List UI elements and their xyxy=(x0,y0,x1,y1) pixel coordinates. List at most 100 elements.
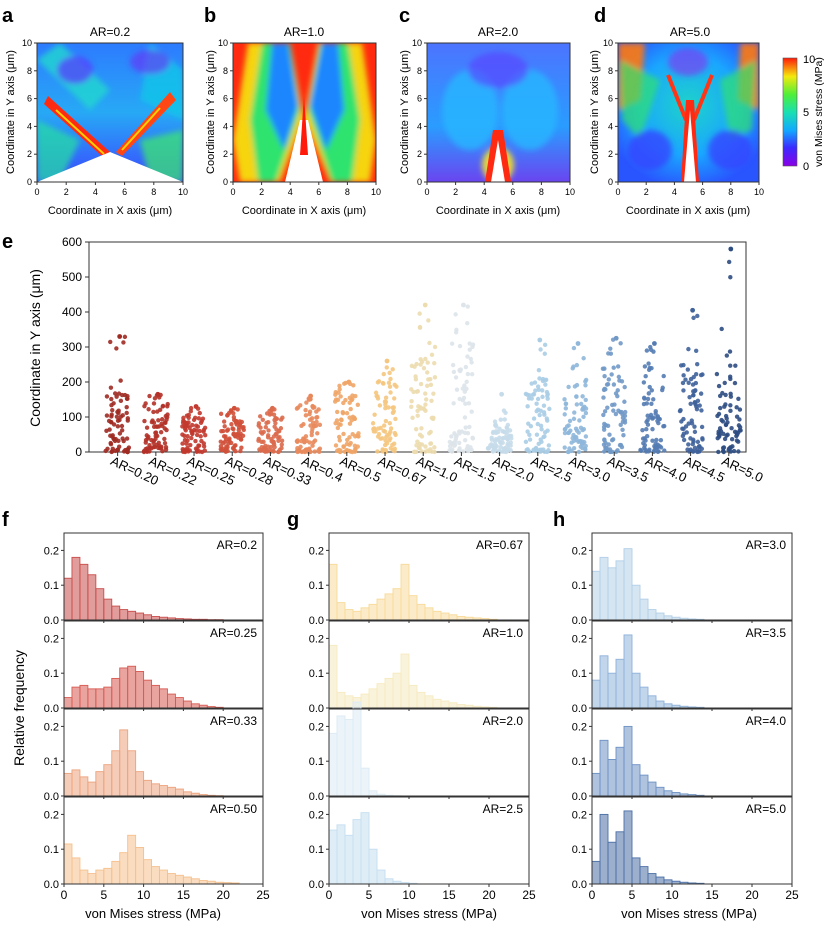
scatter-point xyxy=(304,400,309,405)
scatter-point xyxy=(347,435,352,440)
scatter-point xyxy=(103,448,108,454)
scatter-point xyxy=(190,431,195,437)
scatter-point xyxy=(644,401,650,406)
scatter-point xyxy=(566,384,571,390)
hist-ytick-label: 0.1 xyxy=(572,580,587,592)
hist-bar xyxy=(623,548,633,621)
scatter-point xyxy=(239,445,244,450)
scatter-point-max xyxy=(422,302,428,308)
panel-e: e Coordinate in Y axis (μm) 0 100 200 300 40… xyxy=(2,231,766,488)
hist-ytick-label: 0.2 xyxy=(572,545,587,557)
scatter-point xyxy=(538,437,543,442)
hist-bar xyxy=(151,866,160,885)
scatter-point xyxy=(562,445,567,450)
hist-bar xyxy=(344,834,354,885)
scatter-point xyxy=(110,434,115,439)
hist-bar xyxy=(182,791,192,797)
scatter-point xyxy=(638,448,644,454)
scatter-point xyxy=(124,404,129,410)
map-xtick-label-c: 8 xyxy=(539,187,544,197)
scatter-point xyxy=(392,430,398,436)
map-xlabel-c: Coordinate in X axis (μm) xyxy=(436,205,560,217)
scatter-point xyxy=(375,426,381,431)
scatter-point xyxy=(543,382,548,387)
scatter-point xyxy=(114,414,120,419)
hist-bar xyxy=(655,876,665,885)
hist-xtick-label: 15 xyxy=(177,888,191,902)
hist-bar xyxy=(103,598,113,621)
scatter-point xyxy=(119,428,125,433)
hist-xlabel-g: von Mises stress (MPa) xyxy=(361,906,497,921)
hist-bar xyxy=(424,695,434,709)
scatter-point xyxy=(163,444,169,450)
scatter-point xyxy=(453,312,458,317)
scatter-point xyxy=(268,449,274,454)
hist-bar xyxy=(159,869,168,885)
map-ytick-label-d: 10 xyxy=(603,38,613,48)
map-ylabel-d: Coordinate in Y axis (μm) xyxy=(589,50,601,174)
hist-bar xyxy=(440,700,450,709)
scatter-point xyxy=(151,424,157,430)
scatter-point xyxy=(188,409,194,414)
scatter-point xyxy=(653,441,658,446)
scatter-point xyxy=(125,447,130,453)
hist-ytick-label: 0.0 xyxy=(572,703,587,715)
scatter-point xyxy=(656,449,661,454)
scatter-point xyxy=(697,403,702,408)
scatter-point xyxy=(697,443,702,449)
scatter-point xyxy=(601,395,606,400)
scatter-point xyxy=(721,449,726,454)
scatter-point xyxy=(497,449,502,455)
map-xtick-label-b: 2 xyxy=(259,187,264,197)
scatter-point xyxy=(700,436,705,441)
scatter-point xyxy=(728,403,733,408)
hist-bar xyxy=(159,688,168,709)
hist-ytick-label: 0.1 xyxy=(572,756,587,768)
scatter-point xyxy=(738,428,743,433)
map-ytick-label-d: 0 xyxy=(608,177,613,187)
scatter-point xyxy=(581,414,586,420)
scatter-point xyxy=(376,431,382,437)
hist-bar xyxy=(79,563,89,621)
scatter-point xyxy=(348,406,353,412)
scatter-point xyxy=(463,425,468,430)
hist-bar xyxy=(352,610,362,621)
hist-bar xyxy=(151,684,160,709)
map-xtick-label-d: 6 xyxy=(700,187,705,197)
scatter-point xyxy=(469,409,474,414)
hist-bar xyxy=(111,605,121,621)
hist-bar xyxy=(647,781,657,797)
scatter-point xyxy=(716,449,721,455)
hist-bar xyxy=(623,634,633,709)
scatter-point xyxy=(342,381,347,386)
scatter-point xyxy=(616,374,622,380)
hist-bar xyxy=(119,852,129,885)
scatter-point xyxy=(644,427,649,432)
scatter-point xyxy=(233,448,238,454)
hist-xtick-label: 25 xyxy=(256,888,270,902)
scatter-point xyxy=(428,441,433,446)
hist-bar xyxy=(424,607,434,621)
scatter-point xyxy=(266,419,271,425)
hist-frame xyxy=(63,708,264,797)
scatter-point xyxy=(157,407,163,413)
scatter-point xyxy=(468,445,473,450)
scatter-point xyxy=(729,437,735,442)
hist-bar xyxy=(599,655,609,709)
scatter-point xyxy=(418,406,423,411)
scatter-point xyxy=(716,383,722,389)
scatter-point xyxy=(644,433,650,439)
scatter-point xyxy=(497,426,502,431)
hist-subplot-AR=3.0: AR=3.0 0.0 0.1 0.2 xyxy=(572,532,793,627)
scatter-point xyxy=(571,416,577,422)
scatter-point xyxy=(339,417,344,423)
scatter-point xyxy=(198,434,203,439)
scatter-point xyxy=(728,363,733,368)
scatter-point xyxy=(409,398,414,404)
scatter-point xyxy=(156,418,161,423)
scatter-ytick-label: 200 xyxy=(62,375,82,389)
panel-a: a AR=0.2 00 2 2 4 4 6 6 8 8 10 10 Coordinate in X … xyxy=(2,5,188,217)
scatter-point xyxy=(680,433,686,439)
hist-series-label: AR=0.2 xyxy=(217,538,258,552)
scatter-point xyxy=(603,387,608,392)
